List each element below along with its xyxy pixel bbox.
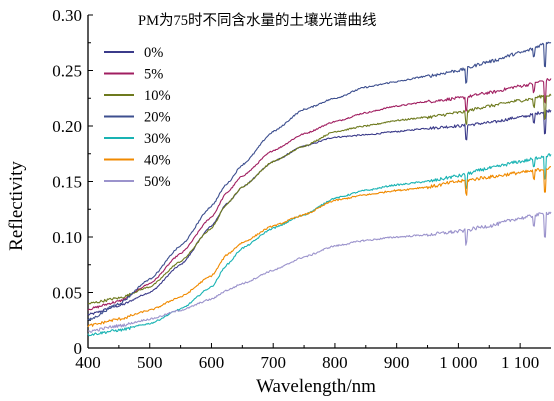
x-tick-label: 800 [322,353,348,372]
x-tick-label: 700 [260,353,286,372]
series-line-0pct [87,109,552,316]
x-tick-label: 1 100 [501,353,539,372]
series-line-10pct [87,93,552,305]
series-line-40pct [87,166,551,328]
series-line-5pct [87,78,552,311]
x-tick-label: 600 [199,353,225,372]
y-tick-label: 0.10 [52,228,82,247]
x-tick-label: 900 [384,353,410,372]
axes: 400 500 600 700 800 900 1 000 1 10000.050.100.1… [52,6,551,372]
series-layer [87,41,552,337]
legend-label: 30% [144,131,171,147]
legend-label: 50% [144,174,171,190]
x-tick-label: 500 [137,353,163,372]
x-axis-label: Wavelength/nm [256,376,376,397]
legend-label: 5% [144,67,163,83]
legend-label: 10% [144,88,171,104]
legend-label: 20% [144,110,171,126]
legend-label: 0% [144,45,163,61]
series-line-30pct [87,153,552,337]
x-tick-label: 1 000 [439,353,477,372]
chart-title: PM为75时不同含水量的土壤光谱曲线 [138,11,376,29]
y-tick-label: 0.20 [52,117,82,136]
y-tick-label: 0 [74,339,83,358]
y-tick-label: 0.05 [52,284,82,303]
series-line-50pct [88,211,552,333]
x-tick-label: 400 [75,353,101,372]
y-tick-label: 0.25 [52,62,82,81]
y-tick-label: 0.30 [52,6,82,25]
y-axis-label: Reflectivity [6,161,27,251]
legend-label: 40% [144,153,171,169]
series-line-20pct [87,41,552,321]
y-tick-label: 0.15 [52,173,82,192]
legend: 0% 5% 10% 20% 30% 40% 50% [104,45,171,190]
